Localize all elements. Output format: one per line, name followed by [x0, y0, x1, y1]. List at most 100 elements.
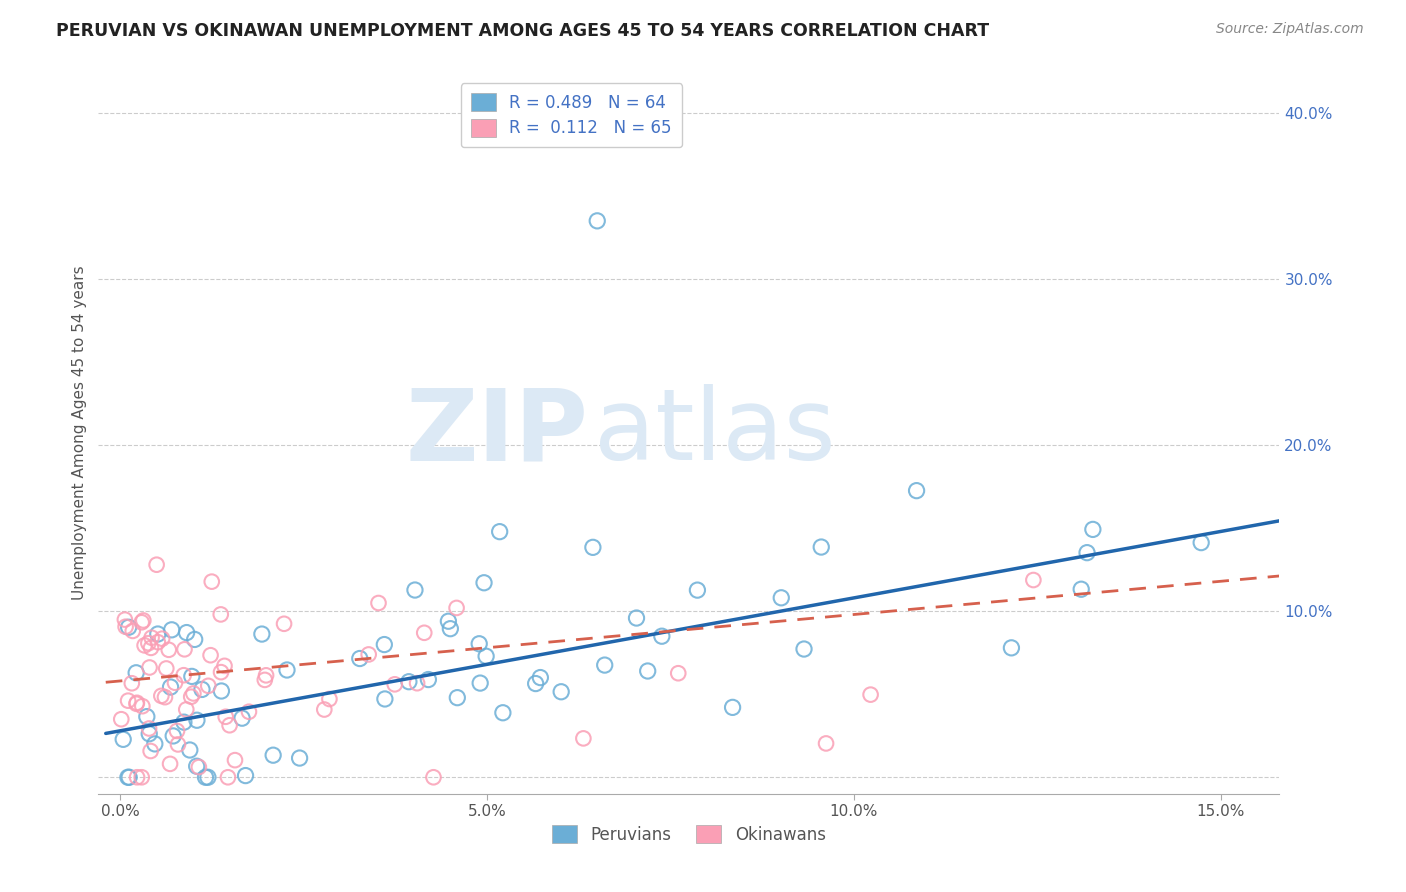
Point [318, 692, 340, 706]
Point [114, 620, 136, 634]
Point [173, 715, 195, 730]
Point [191, 682, 214, 697]
Point [770, 591, 793, 605]
Point [173, 642, 195, 657]
Point [472, 575, 495, 590]
Point [200, 648, 222, 663]
Point [215, 710, 238, 724]
Point [238, 705, 260, 719]
Point [180, 690, 202, 704]
Point [153, 690, 176, 705]
Point [235, 768, 257, 782]
Point [250, 627, 273, 641]
Point [160, 623, 183, 637]
Point [446, 690, 468, 705]
Text: atlas: atlas [595, 384, 837, 481]
Point [118, 620, 141, 634]
Point [138, 660, 160, 674]
Point [1076, 546, 1098, 560]
Point [157, 642, 180, 657]
Point [138, 722, 160, 736]
Point [186, 713, 208, 727]
Point [145, 558, 167, 572]
Point [146, 635, 169, 649]
Point [125, 696, 148, 710]
Point [262, 748, 284, 763]
Point [143, 737, 166, 751]
Point [273, 616, 295, 631]
Point [859, 688, 882, 702]
Point [174, 702, 197, 716]
Text: PERUVIAN VS OKINAWAN UNEMPLOYMENT AMONG AGES 45 TO 54 YEARS CORRELATION CHART: PERUVIAN VS OKINAWAN UNEMPLOYMENT AMONG … [56, 22, 990, 40]
Point [468, 637, 491, 651]
Point [550, 685, 572, 699]
Point [209, 665, 232, 680]
Point [686, 583, 709, 598]
Point [166, 723, 188, 738]
Point [146, 627, 169, 641]
Point [357, 648, 380, 662]
Point [163, 675, 186, 690]
Point [162, 729, 184, 743]
Point [815, 736, 838, 750]
Y-axis label: Unemployment Among Ages 45 to 54 years: Unemployment Among Ages 45 to 54 years [72, 265, 87, 600]
Point [406, 676, 429, 690]
Point [793, 642, 815, 657]
Point [586, 214, 609, 228]
Point [117, 694, 139, 708]
Point [197, 770, 219, 784]
Point [214, 658, 236, 673]
Point [422, 770, 444, 784]
Point [529, 671, 551, 685]
Point [470, 676, 492, 690]
Point [141, 631, 163, 645]
Point [134, 639, 156, 653]
Point [626, 611, 648, 625]
Point [150, 689, 173, 703]
Point [253, 673, 276, 687]
Point [139, 640, 162, 655]
Point [593, 658, 616, 673]
Point [367, 596, 389, 610]
Point [224, 753, 246, 767]
Point [1022, 573, 1045, 587]
Point [150, 632, 173, 646]
Point [637, 664, 659, 678]
Point [384, 677, 406, 691]
Text: Source: ZipAtlas.com: Source: ZipAtlas.com [1216, 22, 1364, 37]
Point [1000, 640, 1022, 655]
Point [582, 541, 605, 555]
Point [404, 582, 426, 597]
Point [131, 699, 153, 714]
Point [121, 624, 143, 638]
Point [810, 540, 832, 554]
Point [218, 718, 240, 732]
Point [183, 686, 205, 700]
Point [173, 668, 195, 682]
Point [110, 712, 132, 726]
Point [135, 709, 157, 723]
Point [155, 661, 177, 675]
Point [159, 680, 181, 694]
Point [217, 770, 239, 784]
Point [488, 524, 510, 539]
Point [138, 636, 160, 650]
Point [492, 706, 515, 720]
Point [179, 743, 201, 757]
Point [167, 738, 190, 752]
Point [194, 770, 217, 784]
Point [721, 700, 744, 714]
Point [666, 666, 689, 681]
Point [905, 483, 928, 498]
Point [131, 770, 153, 784]
Point [651, 629, 673, 643]
Legend: Peruvians, Okinawans: Peruvians, Okinawans [546, 819, 832, 851]
Point [117, 770, 139, 784]
Point [183, 632, 205, 647]
Point [112, 732, 135, 747]
Point [572, 731, 595, 746]
Point [413, 625, 436, 640]
Point [197, 679, 219, 693]
Point [439, 622, 461, 636]
Point [125, 770, 148, 784]
